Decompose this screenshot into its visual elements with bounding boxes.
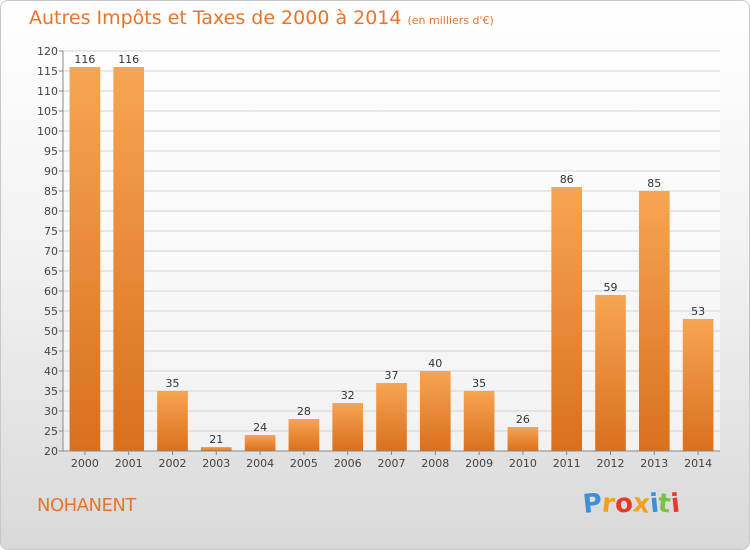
x-tick-label: 2001 (115, 457, 143, 470)
bar-2002 (157, 391, 188, 451)
y-tick-label: 85 (44, 185, 58, 198)
x-tick-label: 2005 (290, 457, 318, 470)
bar-2007 (376, 383, 407, 451)
bar-2000 (69, 67, 101, 451)
bar-2008 (419, 371, 451, 451)
x-tick-label: 2012 (597, 457, 625, 470)
logo-letter: i (669, 488, 682, 520)
y-tick-label: 60 (44, 285, 58, 298)
y-tick-label: 110 (37, 85, 58, 98)
x-tick-label: 2011 (553, 457, 581, 470)
x-tick-label: 2002 (159, 457, 187, 470)
x-tick-label: 2014 (684, 457, 712, 470)
bar-value-label: 85 (647, 177, 661, 190)
bar-value-label: 32 (341, 389, 355, 402)
y-tick-label: 35 (44, 385, 58, 398)
bar-2006 (332, 403, 364, 451)
chart-subtitle: (en milliers d'€) (407, 14, 494, 27)
bar-value-label: 24 (253, 421, 267, 434)
y-tick-label: 95 (44, 145, 58, 158)
x-tick-label: 2003 (202, 457, 230, 470)
x-tick-label: 2008 (421, 457, 449, 470)
y-tick-label: 80 (44, 205, 58, 218)
bar-value-label: 35 (472, 377, 486, 390)
bar-value-label: 37 (385, 369, 399, 382)
bar-value-label: 116 (118, 53, 139, 66)
place-name: NOHANENT (37, 495, 136, 516)
bar-2014 (682, 319, 714, 451)
bar-value-label: 59 (604, 281, 618, 294)
bar-2001 (113, 67, 145, 451)
y-tick-label: 40 (44, 365, 58, 378)
y-tick-label: 65 (44, 265, 58, 278)
bar-2004 (244, 435, 276, 451)
x-tick-label: 2009 (465, 457, 493, 470)
bar-2011 (551, 187, 583, 451)
bar-value-label: 28 (297, 405, 311, 418)
bar-value-label: 40 (428, 357, 442, 370)
y-tick-label: 55 (44, 305, 58, 318)
bar-2005 (288, 419, 320, 451)
bar-value-label: 53 (691, 305, 705, 318)
bar-value-label: 21 (209, 433, 223, 446)
y-tick-label: 75 (44, 225, 58, 238)
bar-2009 (463, 391, 495, 451)
y-tick-label: 90 (44, 165, 58, 178)
x-tick-label: 2013 (640, 457, 668, 470)
y-tick-label: 105 (37, 105, 58, 118)
proxiti-logo: Proxiti (581, 488, 682, 520)
y-tick-label: 50 (44, 325, 58, 338)
bar-value-label: 35 (166, 377, 180, 390)
y-tick-label: 20 (44, 445, 58, 458)
y-tick-label: 120 (37, 45, 58, 58)
y-tick-label: 100 (37, 125, 58, 138)
bar-value-label: 26 (516, 413, 530, 426)
bar-value-label: 86 (560, 173, 574, 186)
x-tick-label: 2007 (378, 457, 406, 470)
bar-2003 (200, 447, 232, 451)
bar-value-label: 116 (74, 53, 95, 66)
x-tick-label: 2010 (509, 457, 537, 470)
chart-title-text: Autres Impôts et Taxes de 2000 à 2014 (29, 7, 402, 29)
y-tick-label: 70 (44, 245, 58, 258)
x-axis: 2000 2001 2002 2003 2004 2005 2006 2007 2008 2009… (71, 451, 712, 470)
y-tick-label: 30 (44, 405, 58, 418)
y-axis: 20 25 30 35 40 45 50 55 60 65 70 75 80 85 90 95 100 105 11… (37, 45, 63, 458)
y-tick-label: 25 (44, 425, 58, 438)
y-tick-label: 115 (37, 65, 58, 78)
bars: 116 116 35 21 24 28 32 37 40 35 26 86 59 85 53 (69, 53, 714, 451)
x-tick-label: 2004 (246, 457, 274, 470)
y-tick-label: 45 (44, 345, 58, 358)
bar-2013 (638, 191, 670, 451)
bar-2012 (595, 295, 626, 451)
x-tick-label: 2000 (71, 457, 99, 470)
x-tick-label: 2006 (334, 457, 362, 470)
bar-2010 (507, 427, 539, 451)
chart-title: Autres Impôts et Taxes de 2000 à 2014 (en… (29, 7, 494, 29)
